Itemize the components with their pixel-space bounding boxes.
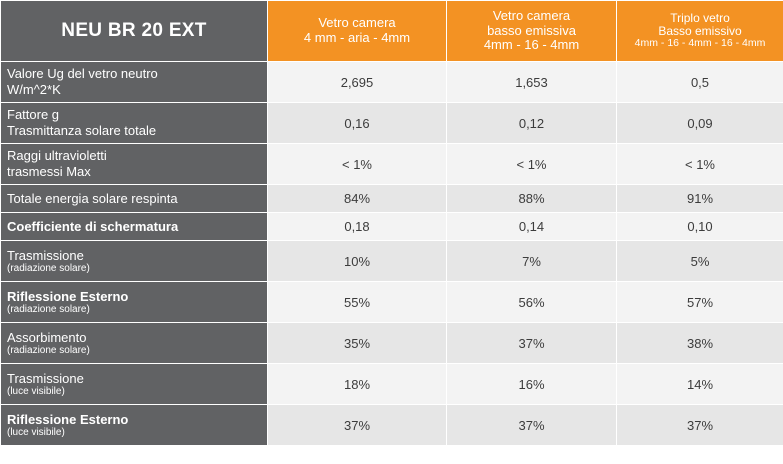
row-label: Assorbimento (radiazione solare) [0, 322, 268, 364]
table-cell: 2,695 [267, 61, 447, 103]
table-cell: 88% [446, 184, 617, 213]
row-label-note: (radiazione solare) [7, 304, 90, 316]
table-row: Raggi ultravioletti trasmessi Max < 1% <… [0, 143, 783, 185]
glass-specs-table: NEU BR 20 EXT Vetro camera 4 mm - aria -… [0, 0, 783, 446]
row-label: Riflessione Esterno (radiazione solare) [0, 281, 268, 323]
row-label-note: (radiazione solare) [7, 345, 90, 357]
table-row: Riflessione Esterno (radiazione solare) … [0, 281, 783, 323]
table-cell: 84% [267, 184, 447, 213]
table-cell: < 1% [446, 143, 617, 185]
header-row: NEU BR 20 EXT Vetro camera 4 mm - aria -… [0, 0, 783, 62]
table-row: Trasmissione (luce visibile) 18% 16% 14% [0, 363, 783, 405]
row-label-sub: Trasmittanza solare totale [7, 123, 157, 138]
table-cell: 0,5 [616, 61, 783, 103]
table-cell: 37% [267, 404, 447, 446]
table-cell: 37% [446, 322, 617, 364]
table-row: Riflessione Esterno (luce visibile) 37% … [0, 404, 783, 446]
table-row: Totale energia solare respinta 84% 88% 9… [0, 184, 783, 213]
row-label: Fattore g Trasmittanza solare totale [0, 102, 268, 144]
column-header-line: Vetro camera [318, 15, 396, 31]
column-header-line: Vetro camera [492, 7, 571, 23]
table-cell: 1,653 [446, 61, 617, 103]
table-cell: 37% [446, 404, 617, 446]
table-row: Valore Ug del vetro neutro W/m^2*K 2,695… [0, 61, 783, 103]
row-label-sub: trasmessi Max [7, 164, 91, 179]
table-cell: < 1% [267, 143, 447, 185]
row-label: Riflessione Esterno (luce visibile) [0, 404, 268, 446]
row-label-main: Riflessione Esterno [7, 411, 129, 427]
table-row: Trasmissione (radiazione solare) 10% 7% … [0, 240, 783, 282]
table-cell: 56% [446, 281, 617, 323]
row-label-main: Raggi ultravioletti [7, 148, 107, 164]
row-label-main: Assorbimento [7, 329, 87, 345]
table-cell: 0,09 [616, 102, 783, 144]
row-label-unit: W/m^2*K [7, 82, 61, 97]
row-label-main: Trasmissione [7, 370, 84, 386]
table-cell: 0,18 [267, 212, 447, 241]
table-cell: 18% [267, 363, 447, 405]
column-header-line: Basso emissivo [658, 24, 742, 39]
table-row: Coefficiente di schermatura 0,18 0,14 0,… [0, 212, 783, 241]
table-cell: 91% [616, 184, 783, 213]
row-label: Valore Ug del vetro neutro W/m^2*K [0, 61, 268, 103]
table-title: NEU BR 20 EXT [0, 0, 268, 62]
table-row: Assorbimento (radiazione solare) 35% 37%… [0, 322, 783, 364]
table-cell: 16% [446, 363, 617, 405]
table-cell: 10% [267, 240, 447, 282]
row-label: Trasmissione (radiazione solare) [0, 240, 268, 282]
row-label: Raggi ultravioletti trasmessi Max [0, 143, 268, 185]
row-label-main: Trasmissione [7, 247, 84, 263]
table-cell: 7% [446, 240, 617, 282]
column-header-line: 4 mm - aria - 4mm [303, 30, 411, 45]
table-cell: 0,10 [616, 212, 783, 241]
row-label-main: Fattore g [7, 107, 60, 123]
row-label: Coefficiente di schermatura [0, 212, 268, 241]
row-label-main: Riflessione Esterno [7, 288, 129, 304]
table-cell: 35% [267, 322, 447, 364]
row-label-note: (luce visibile) [7, 427, 65, 439]
row-label-note: (luce visibile) [7, 386, 65, 398]
table-cell: 0,16 [267, 102, 447, 144]
column-header-line: Triplo vetro [670, 11, 730, 26]
row-label-main: Coefficiente di schermatura [7, 218, 179, 234]
table-cell: 37% [616, 404, 783, 446]
column-header-vetro-camera: Vetro camera 4 mm - aria - 4mm [267, 0, 447, 62]
table-cell: 0,14 [446, 212, 617, 241]
row-label: Trasmissione (luce visibile) [0, 363, 268, 405]
table-cell: < 1% [616, 143, 783, 185]
row-label-main: Valore Ug del vetro neutro [7, 66, 158, 82]
table-row: Fattore g Trasmittanza solare totale 0,1… [0, 102, 783, 144]
row-label-main: Totale energia solare respinta [7, 190, 178, 206]
table-cell: 5% [616, 240, 783, 282]
row-label-note: (radiazione solare) [7, 263, 90, 275]
table-cell: 38% [616, 322, 783, 364]
column-header-line: 4mm - 16 - 4mm - 16 - 4mm [634, 37, 766, 50]
table-cell: 0,12 [446, 102, 617, 144]
table-cell: 14% [616, 363, 783, 405]
column-header-line: basso emissiva [487, 22, 576, 38]
column-header-basso-emissiva: Vetro camera basso emissiva 4mm - 16 - 4… [446, 0, 617, 62]
column-header-triplo-vetro: Triplo vetro Basso emissivo 4mm - 16 - 4… [616, 0, 783, 62]
table-cell: 57% [616, 281, 783, 323]
column-header-line: 4mm - 16 - 4mm [483, 37, 580, 53]
row-label: Totale energia solare respinta [0, 184, 268, 213]
table-cell: 55% [267, 281, 447, 323]
